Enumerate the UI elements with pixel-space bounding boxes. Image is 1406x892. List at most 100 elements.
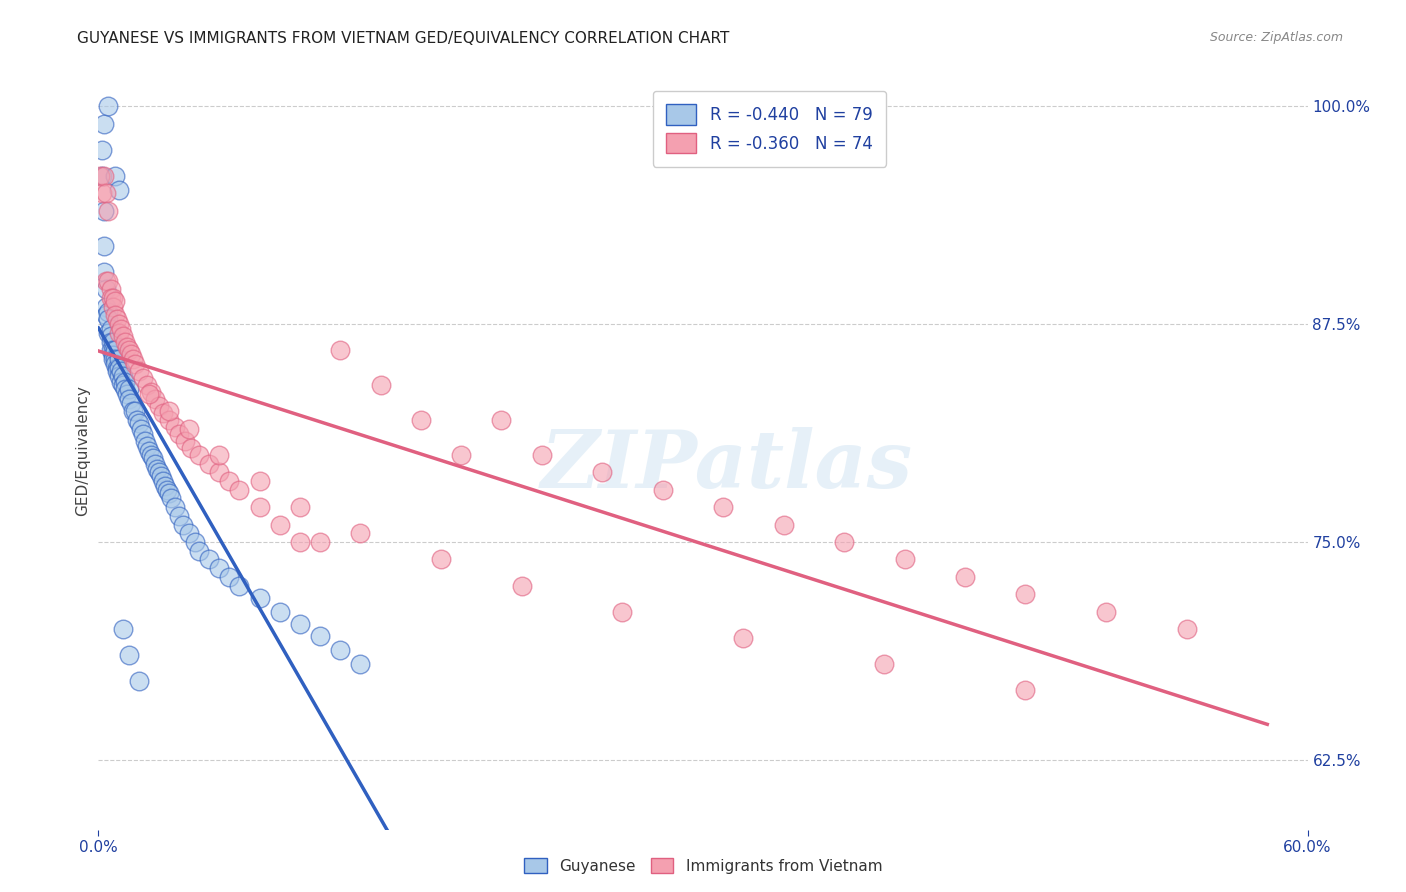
Point	[97, 311, 120, 326]
Point	[249, 500, 271, 515]
Point	[111, 378, 134, 392]
Point	[269, 605, 291, 619]
Point	[179, 526, 201, 541]
Point	[1014, 587, 1036, 601]
Point	[128, 364, 150, 378]
Point	[711, 500, 734, 515]
Point	[105, 364, 128, 378]
Point	[152, 474, 174, 488]
Point	[93, 117, 115, 131]
Point	[132, 371, 155, 385]
Point	[101, 349, 124, 363]
Point	[114, 375, 136, 389]
Point	[97, 99, 120, 113]
Point	[953, 570, 976, 584]
Point	[93, 169, 115, 183]
Point	[309, 629, 332, 643]
Point	[121, 351, 143, 366]
Point	[288, 616, 311, 631]
Point	[120, 395, 142, 409]
Point	[349, 657, 371, 671]
Point	[101, 291, 124, 305]
Point	[118, 392, 141, 406]
Point	[107, 183, 129, 197]
Point	[100, 291, 122, 305]
Point	[228, 483, 250, 497]
Point	[103, 309, 125, 323]
Point	[134, 434, 156, 448]
Point	[111, 622, 134, 636]
Legend: Guyanese, Immigrants from Vietnam: Guyanese, Immigrants from Vietnam	[517, 852, 889, 880]
Point	[139, 448, 162, 462]
Point	[218, 570, 240, 584]
Point	[167, 508, 190, 523]
Point	[873, 657, 896, 671]
Point	[91, 186, 114, 201]
Point	[1095, 605, 1118, 619]
Point	[100, 343, 122, 358]
Point	[125, 413, 148, 427]
Point	[591, 465, 613, 479]
Point	[510, 578, 533, 592]
Point	[96, 186, 118, 201]
Point	[157, 486, 180, 500]
Point	[91, 169, 114, 183]
Point	[370, 378, 392, 392]
Point	[91, 143, 114, 157]
Point	[530, 448, 553, 462]
Point	[111, 329, 134, 343]
Point	[160, 491, 183, 506]
Point	[167, 426, 190, 441]
Point	[114, 382, 136, 396]
Point	[491, 413, 513, 427]
Point	[135, 378, 157, 392]
Point	[96, 273, 118, 287]
Point	[409, 413, 432, 427]
Point	[97, 203, 120, 218]
Point	[288, 535, 311, 549]
Point	[218, 474, 240, 488]
Point	[105, 360, 128, 375]
Point	[120, 347, 142, 361]
Point	[111, 369, 134, 384]
Point	[115, 386, 138, 401]
Point	[184, 535, 207, 549]
Point	[107, 360, 129, 375]
Point	[188, 448, 211, 462]
Point	[96, 282, 118, 296]
Legend: R = -0.440   N = 79, R = -0.360   N = 74: R = -0.440 N = 79, R = -0.360 N = 74	[652, 91, 886, 167]
Point	[96, 309, 118, 323]
Point	[893, 552, 915, 566]
Point	[93, 265, 115, 279]
Point	[349, 526, 371, 541]
Point	[100, 334, 122, 349]
Point	[180, 441, 202, 455]
Point	[97, 326, 120, 340]
Point	[288, 500, 311, 515]
Point	[103, 169, 125, 183]
Point	[269, 517, 291, 532]
Point	[309, 535, 332, 549]
Point	[114, 334, 136, 349]
Point	[138, 386, 160, 401]
Text: GUYANESE VS IMMIGRANTS FROM VIETNAM GED/EQUIVALENCY CORRELATION CHART: GUYANESE VS IMMIGRANTS FROM VIETNAM GED/…	[77, 31, 730, 46]
Text: Source: ZipAtlas.com: Source: ZipAtlas.com	[1209, 31, 1343, 45]
Point	[105, 311, 128, 326]
Point	[100, 282, 122, 296]
Point	[107, 326, 129, 340]
Point	[148, 465, 170, 479]
Point	[772, 517, 794, 532]
Point	[124, 357, 146, 371]
Point	[450, 448, 472, 462]
Point	[146, 462, 169, 476]
Point	[107, 351, 129, 366]
Point	[97, 305, 120, 319]
Point	[152, 406, 174, 420]
Point	[107, 317, 129, 331]
Point	[118, 382, 141, 396]
Point	[97, 273, 120, 287]
Point	[121, 404, 143, 418]
Point	[124, 404, 146, 418]
Point	[612, 605, 634, 619]
Point	[329, 643, 352, 657]
